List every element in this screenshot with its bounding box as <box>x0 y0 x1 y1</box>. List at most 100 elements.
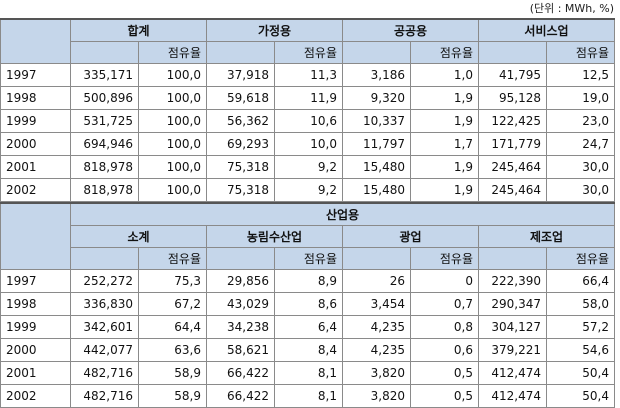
share-cell: 6,4 <box>274 315 343 339</box>
value-cell: 59,618 <box>206 86 275 110</box>
share-cell: 0,5 <box>410 361 479 385</box>
group-header-agriculture: 농림수산업 <box>206 225 343 248</box>
value-cell: 336,830 <box>70 292 139 316</box>
subheader-share: 점유율 <box>546 247 615 270</box>
subheader-share: 점유율 <box>410 247 479 270</box>
value-cell: 500,896 <box>70 86 139 110</box>
value-cell: 818,978 <box>70 178 139 202</box>
value-cell: 56,362 <box>206 109 275 133</box>
share-cell: 0,6 <box>410 338 479 362</box>
value-cell: 3,454 <box>342 292 411 316</box>
table-row: 2000 442,077 63,6 58,621 8,4 4,235 0,6 379,221 5… <box>0 338 615 362</box>
value-cell: 171,779 <box>478 132 547 156</box>
share-cell: 8,1 <box>274 384 343 408</box>
share-cell: 0,8 <box>410 315 479 339</box>
group-header-public: 공공용 <box>342 18 479 42</box>
group-header-manufacturing: 제조업 <box>478 225 615 248</box>
subheader-blank <box>478 247 547 270</box>
share-cell: 12,5 <box>545 63 616 87</box>
subheader-blank <box>342 41 411 64</box>
share-cell: 100,0 <box>138 109 207 133</box>
value-cell: 69,293 <box>206 132 275 156</box>
value-cell: 26 <box>342 269 411 293</box>
year-cell: 1998 <box>0 86 71 110</box>
table-row: 2000 694,946 100,0 69,293 10,0 11,797 1,7 171,7… <box>0 132 616 156</box>
value-cell: 58,621 <box>206 338 275 362</box>
table-row: 1999 531,725 100,0 56,362 10,6 10,337 1,9 122,4… <box>0 109 616 133</box>
year-cell: 1998 <box>0 292 71 316</box>
value-cell: 10,337 <box>342 109 411 133</box>
share-cell: 64,4 <box>138 315 207 339</box>
subheader-share: 점유율 <box>274 41 343 64</box>
value-cell: 43,029 <box>206 292 275 316</box>
share-cell: 30,0 <box>545 178 616 202</box>
share-cell: 10,0 <box>274 132 343 156</box>
value-cell: 442,077 <box>70 338 139 362</box>
share-cell: 57,2 <box>546 315 615 339</box>
table-row: 2002 482,716 58,9 66,422 8,1 3,820 0,5 412,474 5… <box>0 384 615 408</box>
share-cell: 30,0 <box>545 155 616 179</box>
subheader-blank <box>70 41 139 64</box>
share-cell: 8,1 <box>274 361 343 385</box>
value-cell: 37,918 <box>206 63 275 87</box>
share-cell: 8,9 <box>274 269 343 293</box>
value-cell: 818,978 <box>70 155 139 179</box>
share-cell: 11,9 <box>274 86 343 110</box>
share-cell: 100,0 <box>138 86 207 110</box>
value-cell: 3,820 <box>342 384 411 408</box>
share-cell: 75,3 <box>138 269 207 293</box>
value-cell: 482,716 <box>70 361 139 385</box>
share-cell: 0,5 <box>410 384 479 408</box>
share-cell: 100,0 <box>138 178 207 202</box>
value-cell: 15,480 <box>342 155 411 179</box>
share-cell: 1,7 <box>410 132 479 156</box>
value-cell: 342,601 <box>70 315 139 339</box>
value-cell: 245,464 <box>478 178 547 202</box>
value-cell: 29,856 <box>206 269 275 293</box>
share-cell: 10,6 <box>274 109 343 133</box>
value-cell: 34,238 <box>206 315 275 339</box>
share-cell: 100,0 <box>138 63 207 87</box>
group-header-residential: 가정용 <box>206 18 343 42</box>
value-cell: 11,797 <box>342 132 411 156</box>
year-cell: 2001 <box>0 155 71 179</box>
year-header-cell <box>0 202 71 270</box>
share-cell: 24,7 <box>545 132 616 156</box>
year-cell: 1997 <box>0 63 71 87</box>
value-cell: 3,820 <box>342 361 411 385</box>
year-cell: 1997 <box>0 269 71 293</box>
share-cell: 19,0 <box>545 86 616 110</box>
share-cell: 8,6 <box>274 292 343 316</box>
subheader-share: 점유율 <box>545 41 616 64</box>
share-cell: 1,9 <box>410 155 479 179</box>
share-cell: 58,9 <box>138 361 207 385</box>
value-cell: 66,422 <box>206 384 275 408</box>
value-cell: 290,347 <box>478 292 547 316</box>
year-cell: 1999 <box>0 315 71 339</box>
group-header-total: 합계 <box>70 18 207 42</box>
share-cell: 58,0 <box>546 292 615 316</box>
value-cell: 3,186 <box>342 63 411 87</box>
table-row: 1999 342,601 64,4 34,238 6,4 4,235 0,8 304,127 5… <box>0 315 615 339</box>
value-cell: 95,128 <box>478 86 547 110</box>
share-cell: 23,0 <box>545 109 616 133</box>
year-cell: 2001 <box>0 361 71 385</box>
subheader-blank <box>206 247 275 270</box>
share-cell: 67,2 <box>138 292 207 316</box>
subheader-blank <box>478 41 547 64</box>
table-row: 2001 482,716 58,9 66,422 8,1 3,820 0,5 412,474 5… <box>0 361 615 385</box>
table-row: 2001 818,978 100,0 75,318 9,2 15,480 1,9 245,46… <box>0 155 616 179</box>
value-cell: 482,716 <box>70 384 139 408</box>
value-cell: 4,235 <box>342 338 411 362</box>
share-cell: 9,2 <box>274 178 343 202</box>
value-cell: 412,474 <box>478 361 547 385</box>
share-cell: 54,6 <box>546 338 615 362</box>
share-cell: 1,9 <box>410 109 479 133</box>
value-cell: 379,221 <box>478 338 547 362</box>
value-cell: 335,171 <box>70 63 139 87</box>
share-cell: 100,0 <box>138 155 207 179</box>
group-header-services: 서비스업 <box>477 18 616 42</box>
share-cell: 50,4 <box>546 384 615 408</box>
share-cell: 0,7 <box>410 292 479 316</box>
table-row: 1998 500,896 100,0 59,618 11,9 9,320 1,9 95,128… <box>0 86 616 110</box>
